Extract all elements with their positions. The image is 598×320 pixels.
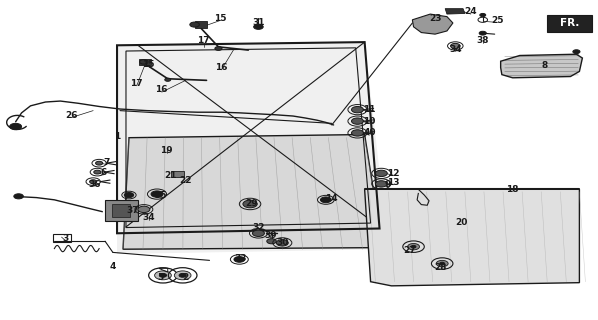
Circle shape [124,193,134,197]
Circle shape [179,273,186,277]
Circle shape [138,206,150,212]
Circle shape [160,273,167,277]
Circle shape [140,60,148,64]
Circle shape [276,240,288,246]
Circle shape [408,244,420,250]
Circle shape [96,161,103,165]
Circle shape [352,130,364,136]
Text: 7: 7 [103,158,110,167]
Polygon shape [117,42,389,254]
Text: 35: 35 [154,191,167,200]
Circle shape [352,107,364,113]
Circle shape [174,271,191,280]
Text: 38: 38 [477,36,489,45]
Polygon shape [112,204,130,217]
Polygon shape [501,54,582,78]
Text: 26: 26 [65,111,77,120]
Text: 27: 27 [403,246,416,255]
Text: 6: 6 [100,168,106,177]
Text: FR.: FR. [560,18,579,28]
Text: 16: 16 [215,63,228,72]
Text: 30: 30 [276,238,288,247]
Circle shape [234,257,245,262]
Text: 21: 21 [164,171,177,180]
Text: 15: 15 [214,14,227,23]
Text: 24: 24 [465,7,477,16]
Circle shape [573,50,580,53]
Circle shape [90,180,97,184]
Text: 11: 11 [363,105,376,114]
Circle shape [321,197,331,203]
Polygon shape [445,9,465,14]
Text: 13: 13 [387,179,399,188]
Text: 9: 9 [384,180,390,189]
Text: 5: 5 [157,273,164,282]
Text: 15: 15 [142,60,155,69]
Text: 1: 1 [114,132,120,140]
Circle shape [165,78,170,81]
Text: 34: 34 [449,44,462,54]
Polygon shape [123,134,383,249]
Text: 17: 17 [197,36,210,45]
Text: 25: 25 [491,16,504,25]
Circle shape [254,24,263,29]
Text: 18: 18 [507,185,519,194]
Circle shape [252,230,264,236]
Text: 37: 37 [127,206,139,215]
Text: 16: 16 [155,85,168,94]
Circle shape [155,271,171,280]
Text: 23: 23 [429,14,441,23]
Circle shape [440,262,444,265]
Text: 32: 32 [252,223,265,232]
Circle shape [450,44,460,49]
Circle shape [376,170,388,177]
Polygon shape [105,200,138,220]
Text: 20: 20 [455,218,468,227]
Polygon shape [365,189,579,286]
Circle shape [480,13,486,17]
Text: 10: 10 [363,116,376,126]
Text: 40: 40 [363,128,376,137]
Text: 14: 14 [325,194,338,204]
Text: 12: 12 [387,169,399,178]
Text: 29: 29 [245,199,258,208]
Text: 4: 4 [109,262,116,271]
Polygon shape [413,14,453,34]
Circle shape [376,181,388,187]
Circle shape [352,118,364,124]
Circle shape [267,239,276,244]
Text: 3: 3 [62,234,68,243]
Circle shape [436,260,448,267]
Text: 36: 36 [89,180,101,189]
Circle shape [243,200,257,208]
Text: 31: 31 [252,18,265,27]
Polygon shape [139,59,151,65]
FancyBboxPatch shape [547,15,592,32]
Circle shape [479,31,486,35]
Text: 28: 28 [435,263,447,272]
Text: 8: 8 [542,60,548,69]
Circle shape [411,245,416,248]
Text: 19: 19 [160,146,173,155]
Polygon shape [194,21,206,28]
Circle shape [10,123,22,130]
Text: 17: 17 [130,79,143,88]
Circle shape [190,22,199,27]
Text: 33: 33 [234,254,247,263]
Polygon shape [170,171,184,177]
Circle shape [215,47,222,50]
Text: 34: 34 [142,213,155,222]
Circle shape [151,191,163,197]
Text: 22: 22 [179,176,192,185]
Text: 2: 2 [182,273,189,282]
Text: 39: 39 [264,231,277,240]
Circle shape [14,194,23,199]
Circle shape [94,170,101,174]
